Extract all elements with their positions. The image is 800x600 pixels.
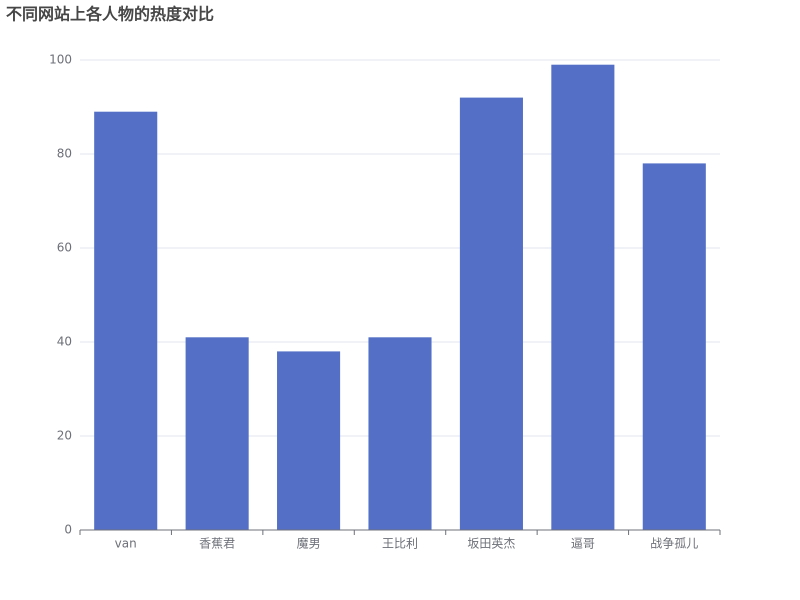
bar xyxy=(94,111,158,530)
x-tick-label: 魔男 xyxy=(297,536,321,551)
y-tick-label: 60 xyxy=(57,241,72,255)
y-tick-label: 80 xyxy=(57,147,72,161)
y-tick-label: 20 xyxy=(57,429,72,443)
x-tick-label: van xyxy=(115,537,137,551)
chart-title: 不同网站上各人物的热度对比 xyxy=(6,5,214,24)
y-tick-label: 40 xyxy=(57,335,72,349)
x-tick-label: 王比利 xyxy=(382,537,418,551)
bar xyxy=(642,163,706,530)
bar xyxy=(368,337,432,530)
bar xyxy=(277,351,341,530)
x-tick-label: 坂田英杰 xyxy=(467,537,515,551)
x-tick-label: 逼哥 xyxy=(571,537,595,551)
bar xyxy=(551,64,615,530)
y-tick-label: 0 xyxy=(64,523,72,537)
bar xyxy=(185,337,249,530)
bar xyxy=(459,97,523,530)
y-tick-label: 100 xyxy=(49,53,72,67)
x-tick-label: 战争孤儿 xyxy=(650,537,698,551)
x-tick-label: 香蕉君 xyxy=(199,537,235,551)
